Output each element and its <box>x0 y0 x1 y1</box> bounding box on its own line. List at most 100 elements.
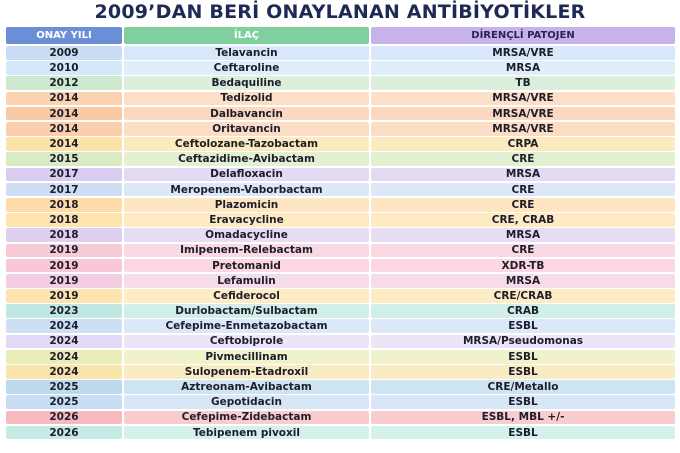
table-row: 2018 Eravacycline CRE, CRAB <box>6 213 675 227</box>
table-cell: Sulopenem-Etadroxil <box>124 365 369 379</box>
table-cell: 2019 <box>6 243 122 258</box>
table-cell: 2025 <box>6 395 122 410</box>
table-cell: Tedizolid <box>124 91 369 106</box>
header-row: ONAY YILI İLAÇ DİRENÇLİ PATOJEN <box>6 27 675 44</box>
table-cell: ESBL <box>371 319 675 334</box>
table-cell: Eravacycline <box>124 213 369 227</box>
table-cell: Durlobactam/Sulbactam <box>124 304 369 318</box>
table-cell: MRSA/VRE <box>371 91 675 106</box>
table-cell: 2026 <box>6 425 122 440</box>
table-cell: 2014 <box>6 106 122 121</box>
table-row: 2014 Tedizolid MRSA/VRE <box>6 91 675 106</box>
table-cell: CRE <box>371 152 675 167</box>
table-cell: CRE <box>371 243 675 258</box>
table-cell: 2010 <box>6 61 122 75</box>
table-cell: MRSA/Pseudomonas <box>371 334 675 349</box>
table-cell: 2014 <box>6 91 122 106</box>
table-cell: XDR-TB <box>371 258 675 273</box>
table-cell: Tebipenem pivoxil <box>124 425 369 440</box>
table-cell: 2017 <box>6 182 122 197</box>
table-cell: CRE/CRAB <box>371 289 675 303</box>
table-row: 2017 Delafloxacin MRSA <box>6 167 675 182</box>
table-row: 2025 Gepotidacin ESBL <box>6 395 675 410</box>
table-row: 2024 Ceftobiprole MRSA/Pseudomonas <box>6 334 675 349</box>
table-cell: 2017 <box>6 167 122 182</box>
table-cell: Aztreonam-Avibactam <box>124 380 369 394</box>
table-cell: ESBL <box>371 425 675 440</box>
table-cell: Pretomanid <box>124 258 369 273</box>
table-cell: CRAB <box>371 304 675 318</box>
table-row: 2009 Telavancin MRSA/VRE <box>6 46 675 60</box>
table-row: 2026 Cefepime-Zidebactam ESBL, MBL +/- <box>6 410 675 425</box>
table-cell: Pivmecillinam <box>124 349 369 364</box>
table-cell: CRE <box>371 182 675 197</box>
table-cell: 2024 <box>6 349 122 364</box>
header-cell: ONAY YILI <box>6 27 122 44</box>
table-cell: Ceftolozane-Tazobactam <box>124 137 369 151</box>
table-cell: Bedaquiline <box>124 76 369 91</box>
table-row: 2019 Pretomanid XDR-TB <box>6 258 675 273</box>
table-cell: Ceftobiprole <box>124 334 369 349</box>
table-cell: Ceftaroline <box>124 61 369 75</box>
table-cell: Oritavancin <box>124 121 369 136</box>
table-cell: 2018 <box>6 228 122 242</box>
table-cell: Cefepime-Zidebactam <box>124 410 369 425</box>
table-cell: MRSA <box>371 228 675 242</box>
header-cell: İLAÇ <box>124 27 369 44</box>
table-cell: MRSA/VRE <box>371 46 675 60</box>
table-cell: Plazomicin <box>124 197 369 212</box>
table-cell: 2025 <box>6 380 122 394</box>
table-cell: Cefepime-Enmetazobactam <box>124 319 369 334</box>
header-cell: DİRENÇLİ PATOJEN <box>371 27 675 44</box>
table-cell: MRSA <box>371 167 675 182</box>
table-row: 2015 Ceftazidime-Avibactam CRE <box>6 152 675 167</box>
table-row: 2012 Bedaquiline TB <box>6 76 675 91</box>
table-cell: 2009 <box>6 46 122 60</box>
table-cell: Lefamulin <box>124 273 369 288</box>
table-cell: 2019 <box>6 258 122 273</box>
table-row: 2019 Lefamulin MRSA <box>6 273 675 288</box>
table-cell: Meropenem-Vaborbactam <box>124 182 369 197</box>
table-cell: Gepotidacin <box>124 395 369 410</box>
table-cell: CRE/Metallo <box>371 380 675 394</box>
table-cell: ESBL <box>371 349 675 364</box>
table-cell: 2012 <box>6 76 122 91</box>
table-cell: 2014 <box>6 137 122 151</box>
table-cell: MRSA/VRE <box>371 121 675 136</box>
table-cell: Dalbavancin <box>124 106 369 121</box>
table-row: 2024 Cefepime-Enmetazobactam ESBL <box>6 319 675 334</box>
table-row: 2024 Pivmecillinam ESBL <box>6 349 675 364</box>
table-row: 2019 Imipenem-Relebactam CRE <box>6 243 675 258</box>
table-cell: 2024 <box>6 365 122 379</box>
table-row: 2014 Dalbavancin MRSA/VRE <box>6 106 675 121</box>
table-cell: CRE, CRAB <box>371 213 675 227</box>
table-cell: 2018 <box>6 213 122 227</box>
table-cell: Imipenem-Relebactam <box>124 243 369 258</box>
table-cell: TB <box>371 76 675 91</box>
table-row: 2017 Meropenem-Vaborbactam CRE <box>6 182 675 197</box>
table-row: 2023 Durlobactam/Sulbactam CRAB <box>6 304 675 318</box>
table-row: 2026 Tebipenem pivoxil ESBL <box>6 425 675 440</box>
table-cell: MRSA <box>371 273 675 288</box>
table-cell: Cefiderocol <box>124 289 369 303</box>
table-cell: ESBL, MBL +/- <box>371 410 675 425</box>
table-cell: 2024 <box>6 334 122 349</box>
table-row: 2025 Aztreonam-Avibactam CRE/Metallo <box>6 380 675 394</box>
table-cell: 2019 <box>6 289 122 303</box>
table-row: 2014 Oritavancin MRSA/VRE <box>6 121 675 136</box>
table-row: 2019 Cefiderocol CRE/CRAB <box>6 289 675 303</box>
table-cell: 2024 <box>6 319 122 334</box>
table-cell: MRSA <box>371 61 675 75</box>
table-cell: Ceftazidime-Avibactam <box>124 152 369 167</box>
table-cell: 2019 <box>6 273 122 288</box>
table-cell: 2023 <box>6 304 122 318</box>
table-cell: CRE <box>371 197 675 212</box>
table-cell: 2026 <box>6 410 122 425</box>
table-cell: 2018 <box>6 197 122 212</box>
table-cell: CRPA <box>371 137 675 151</box>
table-cell: Omadacycline <box>124 228 369 242</box>
table-row: 2010 Ceftaroline MRSA <box>6 61 675 75</box>
table-cell: 2015 <box>6 152 122 167</box>
table-cell: Telavancin <box>124 46 369 60</box>
